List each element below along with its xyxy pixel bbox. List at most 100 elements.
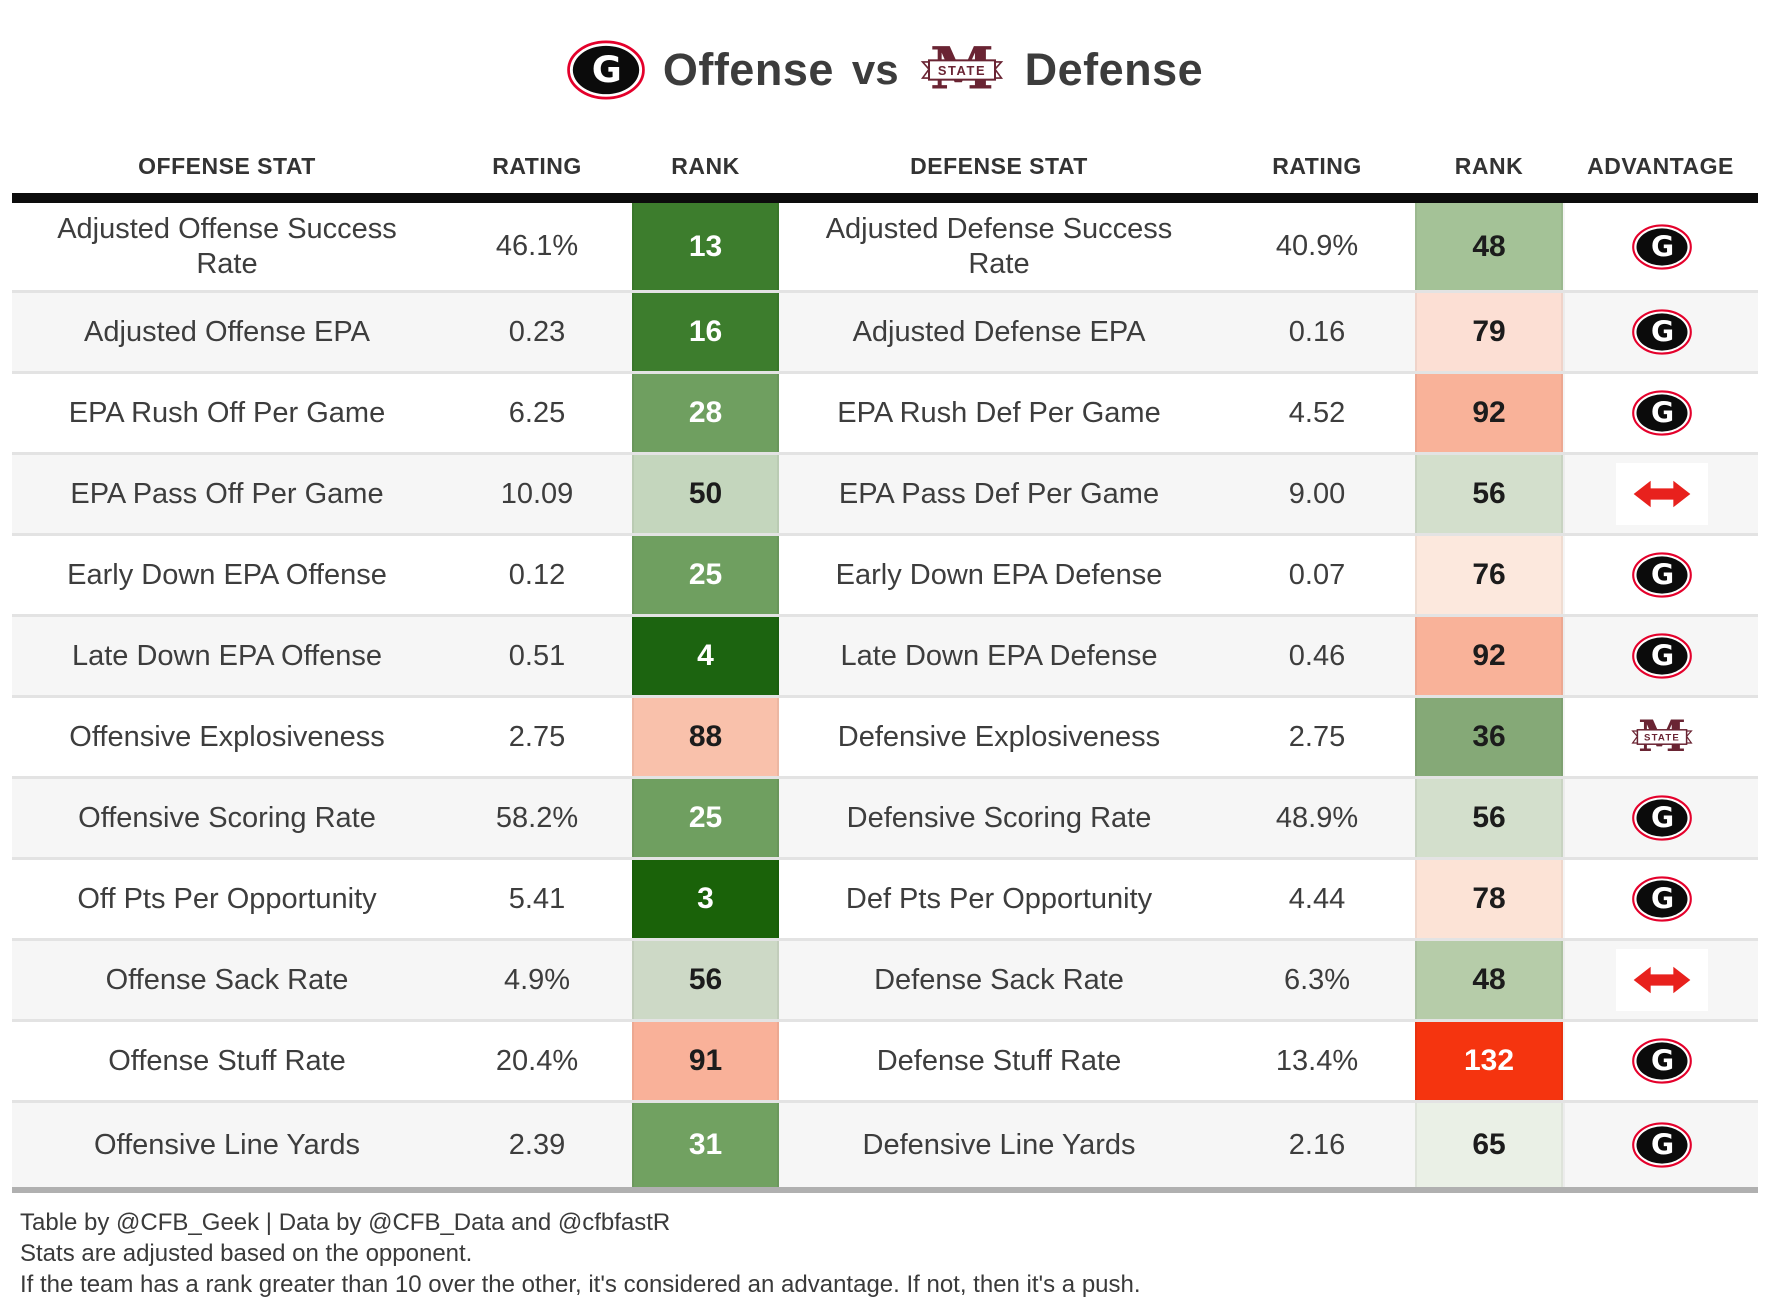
title-vs: vs: [851, 46, 899, 93]
defense-stat-text: Defense Sack Rate: [874, 963, 1124, 996]
table-row: Late Down EPA Offense 0.51 4 Late Down E…: [12, 617, 1758, 698]
mississippi-state-logo-icon: [1629, 712, 1695, 762]
defense-rating-value: 9.00: [1288, 477, 1346, 510]
defense-rank-value: 65: [1415, 1103, 1563, 1187]
table-row: Offense Stuff Rate 20.4% 91 Defense Stuf…: [12, 1022, 1758, 1103]
defense-stat-text: EPA Pass Def Per Game: [838, 477, 1160, 510]
offense-rank-value: 3: [632, 860, 779, 938]
footnote-advantage-rule: If the team has a rank greater than 10 o…: [20, 1271, 1141, 1298]
offense-rating-value: 10.09: [500, 477, 574, 510]
column-header-advantage: ADVANTAGE: [1587, 153, 1734, 179]
defense-rank-value: 56: [1415, 779, 1563, 857]
footnote-adjustment: Stats are adjusted based on the opponent…: [20, 1240, 473, 1267]
offense-stat-text: Offense Sack Rate: [105, 963, 349, 996]
offense-stat-text: Late Down EPA Offense: [71, 639, 383, 672]
defense-rating-value: 6.3%: [1283, 963, 1351, 996]
georgia-logo-icon: [1632, 876, 1692, 922]
offense-stat-text: Offensive Scoring Rate: [78, 801, 376, 834]
georgia-logo-icon: [1632, 1122, 1692, 1168]
defense-stat-text: Defensive Explosiveness: [837, 720, 1161, 753]
table-row: EPA Pass Off Per Game 10.09 50 EPA Pass …: [12, 455, 1758, 536]
defense-stat-label: Adjusted Defense Success Rate: [779, 203, 1219, 290]
offense-rating-value: 46.1%: [495, 230, 579, 262]
defense-stat-label: Adjusted Defense EPA: [779, 293, 1219, 371]
defense-stat-text: Early Down EPA Defense: [835, 558, 1163, 591]
georgia-logo-icon: [1632, 309, 1692, 355]
offense-stat-label: Offense Stuff Rate: [12, 1022, 442, 1100]
offense-stat-label: Offense Sack Rate: [12, 941, 442, 1019]
table-row: Offensive Scoring Rate 58.2% 25 Defensiv…: [12, 779, 1758, 860]
defense-rank-value: 92: [1415, 617, 1563, 695]
offense-stat-text: EPA Pass Off Per Game: [70, 477, 384, 510]
table-row: Adjusted Offense Success Rate 46.1% 13 A…: [12, 203, 1758, 293]
push-arrow-icon: [1615, 463, 1708, 525]
defense-rating-value: 2.75: [1288, 720, 1346, 753]
defense-rank-value: 92: [1415, 374, 1563, 452]
defense-stat-text: EPA Rush Def Per Game: [837, 396, 1161, 429]
column-header-defense-stat: DEFENSE STAT: [910, 153, 1088, 179]
table-row: Adjusted Offense EPA 0.23 16 Adjusted De…: [12, 293, 1758, 374]
offense-rating-value: 2.39: [508, 1128, 566, 1161]
offense-rating-value: 0.23: [508, 315, 566, 348]
defense-rank-value: 79: [1415, 293, 1563, 371]
push-arrow-icon: [1615, 949, 1708, 1011]
defense-rating-value: 13.4%: [1275, 1044, 1359, 1077]
offense-rating-value: 0.12: [508, 558, 566, 591]
advantage-cell: [1563, 1103, 1758, 1187]
table-header-row: OFFENSE STAT RATING RANK DEFENSE STAT RA…: [12, 140, 1758, 193]
defense-stat-label: Late Down EPA Defense: [779, 617, 1219, 695]
table-body: Adjusted Offense Success Rate 46.1% 13 A…: [12, 203, 1758, 1187]
offense-stat-text: Offense Stuff Rate: [108, 1044, 346, 1077]
defense-stat-label: Defensive Scoring Rate: [779, 779, 1219, 857]
table-row: Offense Sack Rate 4.9% 56 Defense Sack R…: [12, 941, 1758, 1022]
advantage-cell: [1563, 293, 1758, 371]
offense-stat-text: Adjusted Offense EPA: [84, 315, 370, 348]
defense-rating-value: 48.9%: [1275, 801, 1359, 834]
georgia-logo-icon: [1632, 1038, 1692, 1084]
offense-rating-value: 2.75: [508, 720, 566, 753]
defense-stat-label: Defense Stuff Rate: [779, 1022, 1219, 1100]
defense-rank-value: 76: [1415, 536, 1563, 614]
table-row: Off Pts Per Opportunity 5.41 3 Def Pts P…: [12, 860, 1758, 941]
title-right-team: Defense: [1024, 44, 1204, 95]
defense-rank-value: 48: [1415, 203, 1563, 290]
footnote-credits: Table by @CFB_Geek | Data by @CFB_Data a…: [20, 1209, 671, 1236]
offense-stat-text: Offensive Explosiveness: [69, 720, 385, 753]
defense-rating-value: 0.16: [1288, 315, 1346, 348]
offense-stat-label: Late Down EPA Offense: [12, 617, 442, 695]
offense-rank-value: 4: [632, 617, 779, 695]
offense-stat-label: EPA Rush Off Per Game: [12, 374, 442, 452]
defense-rating-value: 0.07: [1288, 558, 1346, 591]
defense-stat-label: Defensive Explosiveness: [779, 698, 1219, 776]
advantage-cell: [1563, 1022, 1758, 1100]
offense-rating-value: 4.9%: [503, 963, 571, 996]
defense-rating-value: 4.44: [1288, 882, 1346, 915]
offense-rank-value: 50: [632, 455, 779, 533]
defense-stat-label: EPA Rush Def Per Game: [779, 374, 1219, 452]
defense-stat-text: Defense Stuff Rate: [876, 1044, 1122, 1077]
offense-rank-value: 31: [632, 1103, 779, 1187]
offense-stat-label: Adjusted Offense EPA: [12, 293, 442, 371]
offense-stat-label: Offensive Explosiveness: [12, 698, 442, 776]
advantage-cell: [1563, 860, 1758, 938]
defense-stat-label: Early Down EPA Defense: [779, 536, 1219, 614]
column-header-defense-rating: RATING: [1272, 153, 1362, 179]
advantage-cell: [1563, 779, 1758, 857]
defense-rank-value: 78: [1415, 860, 1563, 938]
title-bar: Offense vs Defense: [0, 0, 1770, 140]
defense-rating-value: 40.9%: [1275, 230, 1359, 262]
advantage-cell: [1563, 698, 1758, 776]
column-header-offense-rating: RATING: [492, 153, 582, 179]
offense-rank-value: 56: [632, 941, 779, 1019]
offense-rating-value: 0.51: [508, 639, 566, 672]
offense-stat-label: Early Down EPA Offense: [12, 536, 442, 614]
offense-stat-text: Offensive Line Yards: [94, 1128, 360, 1161]
defense-rating-value: 2.16: [1288, 1128, 1346, 1161]
column-header-offense-stat: OFFENSE STAT: [138, 153, 316, 179]
column-header-offense-rank: RANK: [671, 153, 740, 179]
advantage-cell: [1563, 455, 1758, 533]
offense-rank-value: 25: [632, 536, 779, 614]
offense-rating-value: 6.25: [508, 396, 566, 429]
mississippi-state-logo-icon: [917, 37, 1007, 103]
offense-rating-value: 20.4%: [495, 1044, 579, 1077]
